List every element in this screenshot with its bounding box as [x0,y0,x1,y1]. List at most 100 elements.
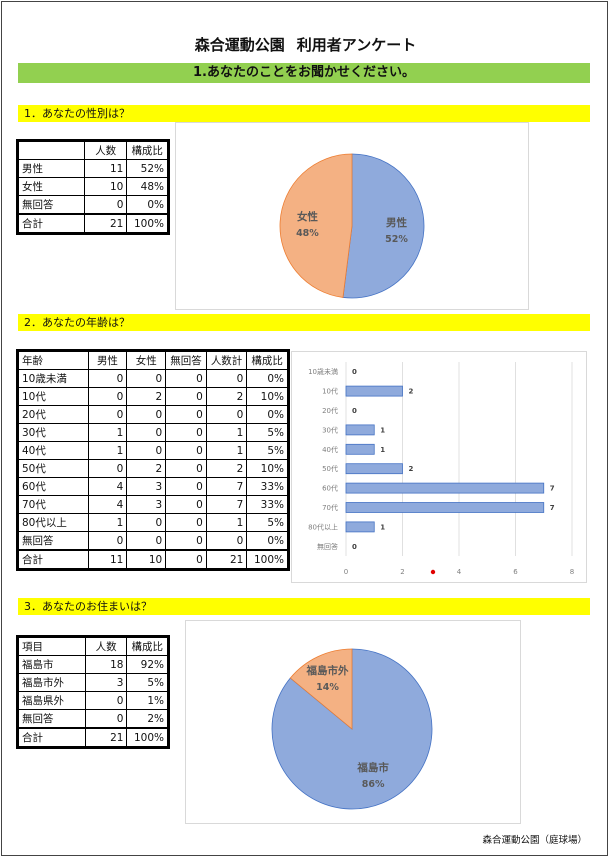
table-cell: 11 [87,549,128,569]
table-header-cell: 男性 [87,351,128,370]
table-cell: 10% [246,459,288,478]
y-category-label: 30代 [322,425,338,434]
pie-slice-label: 女性 [297,210,318,223]
table-cell: 3 [126,495,167,514]
table-row: 10代 0 2 0 2 10% [18,387,288,406]
bar-value-label: 7 [550,485,555,493]
table-row: 70代 4 3 0 7 33% [18,495,288,514]
table-cell: 0 [165,405,207,424]
bar-value-label: 1 [380,426,385,434]
table-header-cell: 構成比 [126,637,168,656]
footer-text: 森合運動公園（庭球場） [482,835,587,846]
table-header-row: 年齢 男性 女性 無回答 人数計 構成比 [18,351,288,370]
table-cell: 100% [246,549,288,569]
table-cell: 33% [246,495,288,514]
pie-slice-value: 48% [296,228,319,239]
table-cell: 0 [165,423,207,442]
pie-slice-label: 福島市 [356,761,389,774]
table-cell: 0 [205,369,248,388]
section-banner: 1.あなたのことをお聞かせください。 [18,63,590,83]
table-header-cell: 項目 [18,637,86,656]
table-cell: 10代 [18,387,89,406]
table-header-cell: 年齢 [18,351,89,370]
q2-heading: 2．あなたの年齢は？ [18,314,590,331]
table-cell: 福島県外 [18,691,86,710]
table-cell: 無回答 [18,709,86,729]
table-row: 無回答 0 0 0 0 0% [18,531,288,551]
table-header-row: 人数 構成比 [18,141,168,160]
pie-slice-value: 14% [316,682,339,693]
table-cell: 0 [205,531,248,551]
table-cell: 0 [87,459,128,478]
table-header-cell: 人数計 [205,351,248,370]
pie-slice-value: 52% [385,234,408,245]
table-cell: 0 [165,369,207,388]
table-row: 男性 11 52% [18,159,168,178]
y-category-label: 20代 [322,406,338,415]
table-cell: 0 [126,405,167,424]
pie-slice-value: 86% [362,779,385,790]
x-tick-label: 6 [513,568,518,576]
table-cell: 1 [87,441,128,460]
table-row: 合計 21 100% [18,213,168,233]
table-row: 60代 4 3 0 7 33% [18,477,288,496]
table-cell: 1 [205,441,248,460]
table-cell: 11 [83,159,128,178]
table-cell: 0 [126,441,167,460]
x-tick-label: 0 [344,568,348,576]
table-cell: 0% [246,369,288,388]
table-cell: 無回答 [18,195,85,215]
table-cell: 0 [126,531,167,551]
table-header-cell: 人数 [84,637,128,656]
bar-value-label: 2 [409,388,414,396]
table-cell: 7 [205,495,248,514]
table-header-cell: 構成比 [246,351,288,370]
y-category-label: 50代 [322,464,338,473]
marker-dot [430,569,436,575]
pie-slice [279,153,353,298]
x-tick-label: 4 [457,568,462,576]
y-category-label: 無回答 [317,542,338,551]
table-cell: 48% [126,177,168,196]
table-cell: 2 [126,387,167,406]
table-cell: 5% [246,423,288,442]
bar [345,424,375,436]
table-cell: 1 [87,513,128,532]
age-bar-svg: 0 2 4 6 8 10歳未満 0 10代 2 20代 0 30代 1 40代 1 50代 2 60代 7 70代 7 8… [308,362,574,576]
bar-value-label: 0 [352,407,357,415]
table-cell: 30代 [18,423,89,442]
table-cell: 0 [165,549,207,569]
y-category-label: 10代 [322,387,338,396]
pie-slice [342,153,425,299]
table-cell: 0 [205,405,248,424]
bar-value-label: 7 [550,504,555,512]
table-cell: 5% [246,441,288,460]
page-title: 森合運動公園 利用者アンケート [0,34,611,55]
table-header-cell: 人数 [83,141,128,160]
table-cell: 合計 [18,727,86,747]
table-cell: 0 [165,495,207,514]
table-header-cell [18,141,85,160]
table-cell: 0 [87,405,128,424]
pie-slice-label: 福島市外 [305,664,348,677]
table-cell: 40代 [18,441,89,460]
q1-heading: 1．あなたの性別は？ [18,105,590,122]
table-row: 40代 1 0 0 1 5% [18,441,288,460]
bar [345,385,403,397]
bar-value-label: 0 [352,543,357,551]
bar [345,463,403,475]
table-cell: 男性 [18,159,85,178]
table-cell: 21 [84,727,128,747]
table-cell: 福島市外 [18,673,86,692]
table-cell: 50代 [18,459,89,478]
table-cell: 1 [87,423,128,442]
table-cell: 合計 [18,213,85,233]
table-row: 20代 0 0 0 0 0% [18,405,288,424]
table-cell: 5% [246,513,288,532]
table-cell: 2 [205,387,248,406]
table-row: 合計 11 10 0 21 100% [18,549,288,569]
q3-heading: 3．あなたのお住まいは？ [18,598,590,615]
table-header-cell: 構成比 [126,141,168,160]
bar-value-label: 0 [352,368,357,376]
